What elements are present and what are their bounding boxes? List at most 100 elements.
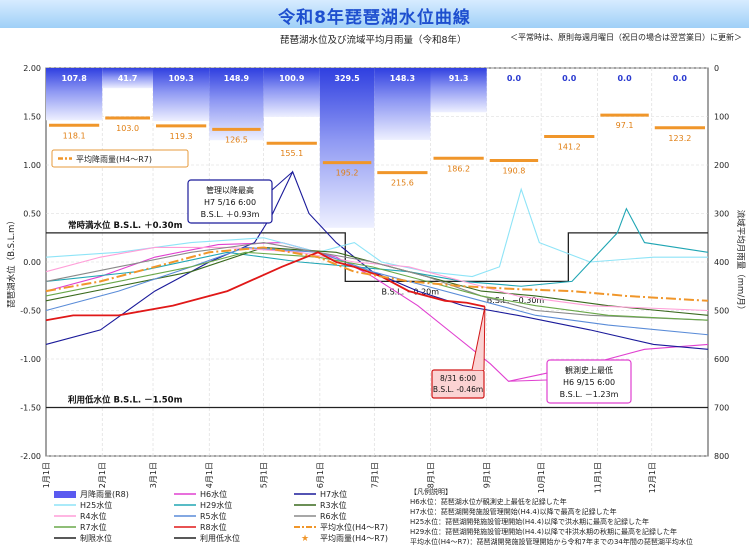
avg-rain-callout [51,149,189,168]
r8-callout-pointer [471,306,486,371]
legend-note: H29水位：琵琶湖開発施設管理開始(H4.4)以降で非洪水期の秋期に最高を記録し… [410,527,677,536]
y-tick-label: 1.50 [23,113,41,122]
y2-axis-label: 流域平均月雨量（mm/月） [735,210,746,314]
bsl-label: B.S.L. −0.30m [487,296,545,305]
legend-label: R3水位 [320,500,347,510]
rain-value-label: 148.9 [224,74,250,83]
x-tick-label: 10月1日 [537,462,546,493]
rain-value-label: 41.7 [118,74,138,83]
water-level-line [45,251,709,321]
page-title: 令和8年琵琶湖水位曲線 [278,8,471,28]
rain-bar [153,68,210,122]
legend-label: R5水位 [200,511,227,521]
rain-value-label: 109.3 [168,74,193,83]
x-tick-label: 4月1日 [205,462,214,488]
r8-callout [431,369,485,399]
y-tick-label: 0.50 [23,210,41,219]
y2-tick-label: 100 [714,113,729,122]
legend-label: 制限水位 [80,533,112,543]
x-tick-label: 12月1日 [648,462,657,493]
rain-value-label: 100.9 [279,74,305,83]
avg-rain-value-label: 195.2 [336,169,359,178]
legend-label: 平均水位(H4〜R7) [320,522,388,532]
avg-rain-value-label: 190.8 [502,167,525,176]
rain-value-label: 0.0 [562,74,577,83]
y2-tick-label: 300 [714,210,729,219]
update-note: ＜平常時は、原則毎週月曜日（祝日の場合は翌営業日）に更新＞ [510,33,742,42]
y2-tick-label: 200 [714,161,729,170]
min-callout [546,359,632,404]
y-tick-label: 1.00 [23,161,41,170]
legend-label: H29水位 [200,500,232,510]
min-callout-text: B.S.L. －1.23m [560,390,619,399]
rain-bar [102,68,154,89]
y2-tick-label: 0 [714,64,719,73]
rain-value-label: 0.0 [617,74,632,83]
min-callout-pointer [508,379,548,382]
avg-water-level-line [45,246,709,302]
legend-label: 利用低水位 [200,533,240,543]
rain-bar [319,68,375,228]
rain-value-label: 91.3 [449,74,469,83]
legend-label: 月降雨量(R8) [80,489,129,499]
water-level-line [45,170,709,350]
max-callout-text: H7 5/16 6:00 [204,198,256,207]
title-banner [0,0,749,28]
legend-label: H25水位 [80,500,112,510]
r8-callout-text: B.S.L. -0.46m [433,385,483,394]
x-tick-label: 5月1日 [260,462,269,488]
avg-rain-value-label: 155.1 [280,149,303,158]
legend-note: 平均水位(H4〜R7)：琵琶湖開発施設管理開始から令和7年までの34年間の琵琶湖… [410,537,693,546]
legend-note: H25水位：琵琶湖開発施設管理開始(H4.4)以降で洪水期に最高を記録した年 [410,517,649,526]
limit-level-line [46,232,708,283]
avg-rain-value-label: 126.5 [225,135,248,144]
low-usage-label: 利用低水位 B.S.L. －1.50m [67,395,183,406]
legend-swatch [54,491,76,498]
rain-value-label: 107.8 [61,74,87,83]
legend-note: 【凡例説明】 [410,487,452,496]
x-tick-label: 7月1日 [370,462,379,488]
y2-tick-label: 800 [714,452,729,461]
avg-rain-callout-text: 平均降雨量(H4〜R7) [76,154,152,164]
legend-swatch: ★ [301,534,309,544]
max-callout-pointer [271,171,293,191]
rain-bar [263,68,320,117]
water-level-line [45,251,486,322]
avg-rain-value-label: 186.2 [447,164,470,173]
avg-rain-value-label: 141.2 [558,142,581,151]
y2-tick-label: 700 [714,404,729,413]
rain-value-label: 0.0 [507,74,522,83]
limit-level-label: 常時満水位 B.S.L. ＋0.30m [68,220,183,231]
avg-rain-value-label: 119.3 [170,132,193,141]
x-tick-label: 11月1日 [593,462,602,493]
x-tick-label: 8月1日 [427,462,436,488]
min-callout-text: H6 9/15 6:00 [563,378,615,387]
x-tick-label: 3月1日 [149,462,158,488]
avg-rain-value-label: 123.2 [668,134,691,143]
rain-value-label: 148.3 [390,74,415,83]
rain-value-label: 0.0 [673,74,688,83]
legend-label: H7水位 [320,489,347,499]
avg-rain-value-label: 103.0 [116,124,139,133]
chart-subtitle: 琵琶湖水位及び流域平均月雨量（令和8年） [280,35,467,46]
rain-bar [374,68,431,140]
max-callout-text: B.S.L. ＋0.93m [201,210,260,219]
y-tick-label: -0.50 [20,307,41,316]
water-level-line [45,246,709,312]
legend-note: H7水位：琵琶湖開発施設管理開始(H4.4)以降で最高を記録した年 [410,507,617,516]
water-level-line [45,246,709,336]
legend-label: R8水位 [200,522,227,532]
y-tick-label: 0.00 [23,258,41,267]
x-tick-label: 9月1日 [483,462,492,488]
legend-label: 平均雨量(H4〜R7) [320,533,388,543]
rain-bar [430,68,487,113]
legend-label: R7水位 [80,522,107,532]
legend-label: R6水位 [320,511,347,521]
x-tick-label: 2月1日 [98,462,107,488]
rain-value-label: 329.5 [334,74,360,83]
avg-rain-value-label: 215.6 [391,179,414,188]
avg-rain-value-label: 118.1 [63,131,86,140]
r8-callout-text: 8/31 6:00 [440,374,476,383]
y-tick-label: 2.00 [23,64,41,73]
